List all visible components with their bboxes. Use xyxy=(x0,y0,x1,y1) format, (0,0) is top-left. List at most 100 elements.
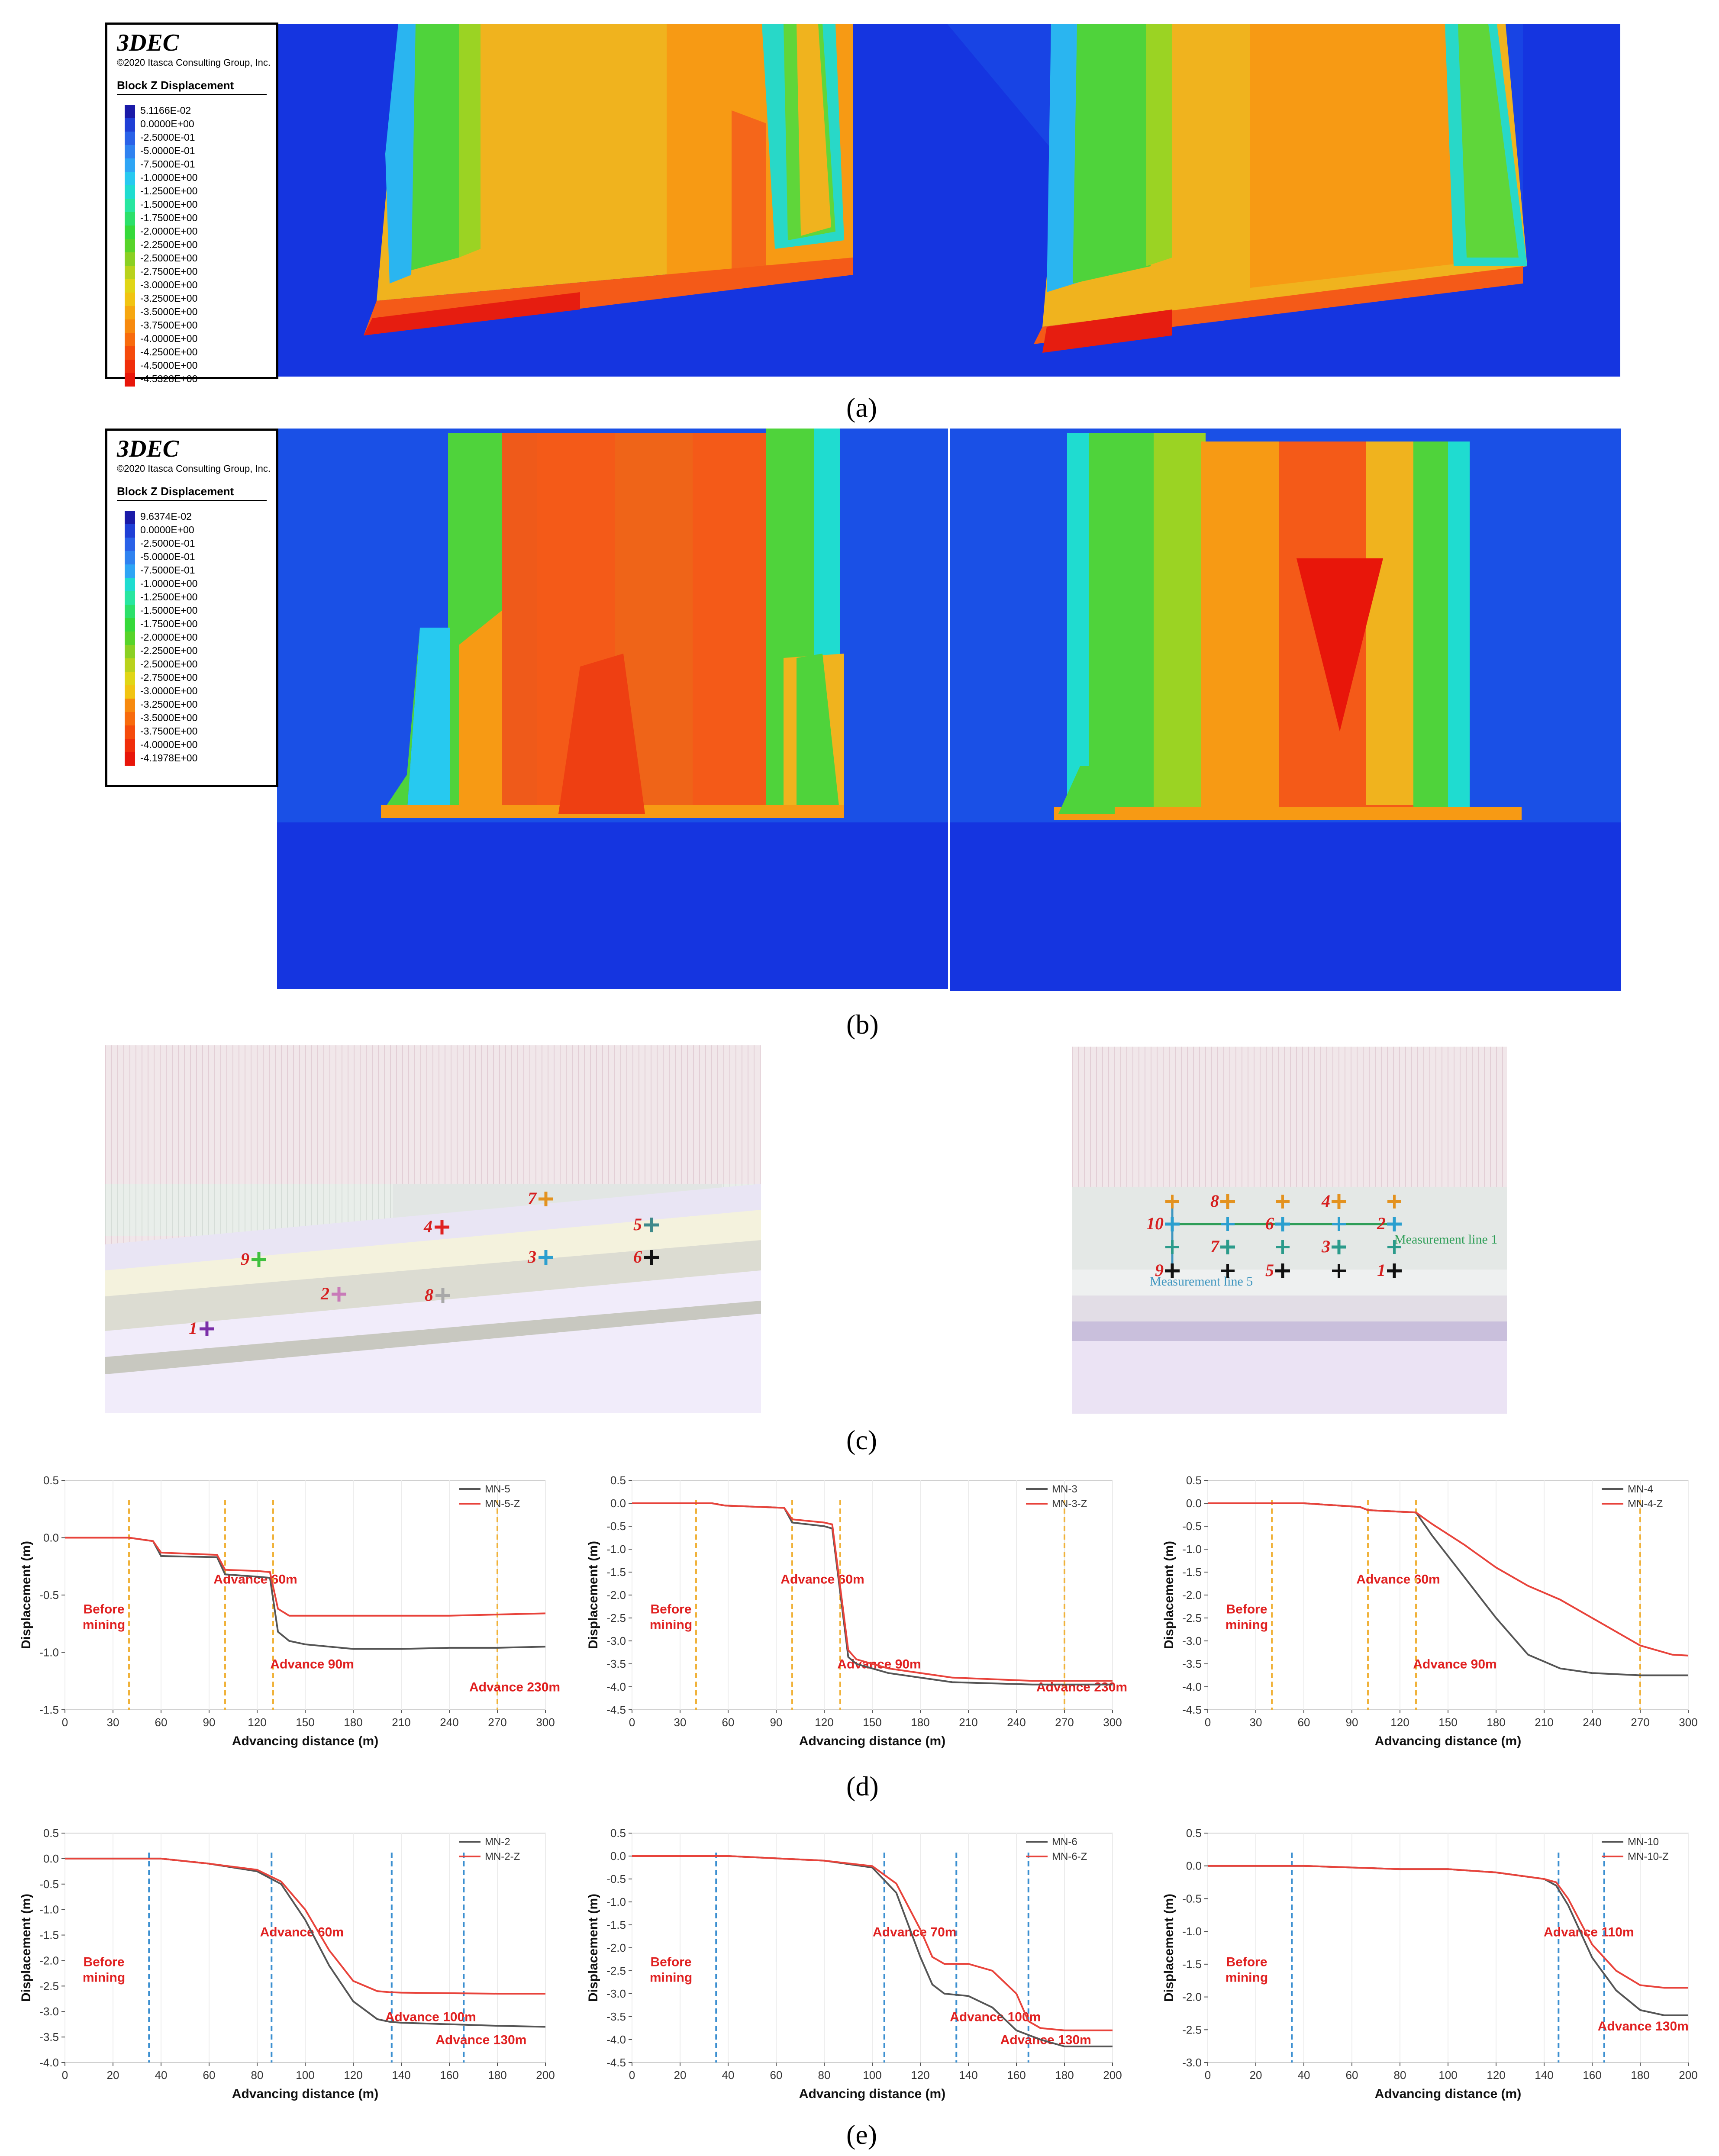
legend-label: MN-5-Z xyxy=(485,1498,520,1510)
legend-label: MN-2 xyxy=(485,1836,510,1848)
measurement-point: 10 xyxy=(1146,1214,1180,1233)
y-axis-label: Displacement (m) xyxy=(1162,1894,1176,2002)
y-tick-label: -0.5 xyxy=(39,1878,59,1891)
y-tick-label: -2.0 xyxy=(39,1954,59,1967)
x-tick-label: 160 xyxy=(1007,2069,1026,2082)
x-tick-label: 0 xyxy=(62,1716,68,1729)
legend-b: 3DEC ©2020 Itasca Consulting Group, Inc.… xyxy=(105,429,278,787)
legend-swatch xyxy=(125,132,135,145)
x-tick-label: 120 xyxy=(911,2069,929,2082)
legend-swatch xyxy=(125,185,135,199)
legend-value: -1.5000E+00 xyxy=(140,199,198,210)
y-tick-label: 0.0 xyxy=(610,1497,626,1510)
y-tick-label: -4.0 xyxy=(39,2056,59,2069)
legend-swatch xyxy=(125,591,135,605)
legend-swatch xyxy=(125,226,135,239)
measurement-point-unlabeled xyxy=(1221,1217,1235,1231)
svg-text:7: 7 xyxy=(1210,1237,1220,1256)
y-tick-label: -4.0 xyxy=(606,1680,626,1693)
x-tick-label: 180 xyxy=(911,1716,929,1729)
x-tick-label: 120 xyxy=(1487,2069,1505,2082)
y-tick-label: -1.0 xyxy=(606,1895,626,1908)
marker-label: Before xyxy=(650,1602,691,1616)
panel-label-a: (a) xyxy=(846,392,877,423)
legend-swatch xyxy=(125,538,135,551)
marker-label: mining xyxy=(83,1618,125,1632)
x-tick-label: 200 xyxy=(536,2069,555,2082)
chart-e1: 0 20 40 60 80 100 120 140 160 180 200 0.5 0.0 -0.5 -1.… xyxy=(17,1820,561,2108)
svg-text:10: 10 xyxy=(1146,1214,1164,1233)
svg-text:8: 8 xyxy=(425,1285,433,1305)
y-tick-label: -3.0 xyxy=(1182,2056,1202,2069)
y-tick-label: -3.5 xyxy=(606,2010,626,2023)
measurement-point-unlabeled xyxy=(1276,1195,1290,1209)
legend-value: -3.7500E+00 xyxy=(140,319,198,331)
svg-text:5: 5 xyxy=(633,1215,642,1234)
marker-label: Advance 90m xyxy=(1413,1657,1496,1672)
x-axis-label: Advancing distance (m) xyxy=(1375,2087,1521,2101)
y-tick-label: -1.5 xyxy=(39,1929,59,1942)
series-line-mn-3-z xyxy=(632,1502,1113,1682)
marker-label: Advance 90m xyxy=(270,1657,354,1672)
x-tick-label: 120 xyxy=(1390,1716,1409,1729)
y-tick-label: -2.0 xyxy=(1182,1991,1202,2004)
measurement-point: 5 xyxy=(633,1215,659,1234)
legend-swatch xyxy=(125,199,135,212)
y-tick-label: -1.0 xyxy=(39,1903,59,1916)
marker-label: mining xyxy=(650,1618,692,1632)
x-tick-label: 80 xyxy=(818,2069,831,2082)
legend-swatch xyxy=(125,346,135,360)
x-tick-label: 160 xyxy=(440,2069,458,2082)
legend-value: -3.0000E+00 xyxy=(140,685,198,696)
x-tick-label: 100 xyxy=(296,2069,314,2082)
measurement-point-unlabeled xyxy=(1332,1264,1346,1278)
legend-label: MN-6 xyxy=(1052,1836,1077,1848)
legend-b-heading: Block Z Displacement xyxy=(117,485,234,498)
y-tick-label: -0.5 xyxy=(1182,1892,1202,1905)
x-tick-label: 300 xyxy=(536,1716,555,1729)
legend-label: MN-3 xyxy=(1052,1483,1077,1495)
legend-label: MN-4 xyxy=(1628,1483,1653,1495)
legend-a-copyright: ©2020 Itasca Consulting Group, Inc. xyxy=(117,57,271,68)
measurement-point: 6 xyxy=(633,1247,659,1267)
x-tick-label: 20 xyxy=(674,2069,687,2082)
y-tick-label: -1.0 xyxy=(1182,1543,1202,1556)
svg-text:1: 1 xyxy=(189,1318,197,1338)
legend-value: -5.0000E-01 xyxy=(140,551,195,562)
svg-text:5: 5 xyxy=(1265,1260,1274,1280)
x-tick-label: 270 xyxy=(1631,1716,1649,1729)
legend-swatch xyxy=(125,306,135,319)
x-tick-label: 200 xyxy=(1103,2069,1122,2082)
x-tick-label: 270 xyxy=(1055,1716,1074,1729)
x-tick-label: 90 xyxy=(203,1716,216,1729)
marker-label: Advance 60m xyxy=(260,1925,344,1940)
legend-value: -1.0000E+00 xyxy=(140,578,198,589)
y-axis-label: Displacement (m) xyxy=(1162,1541,1176,1649)
y-tick-label: 0.0 xyxy=(1186,1497,1202,1510)
legend-label: MN-3-Z xyxy=(1052,1498,1087,1510)
x-tick-label: 180 xyxy=(488,2069,506,2082)
legend-value: -2.7500E+00 xyxy=(140,266,198,277)
measurement-point-unlabeled xyxy=(1387,1195,1401,1209)
measurement-point: 4 xyxy=(423,1217,449,1236)
legend-swatch xyxy=(125,699,135,712)
layout-c-right: Measurement line 1 Measurement line 5 1 2… xyxy=(1072,1047,1507,1414)
y-tick-label: -4.5 xyxy=(606,2056,626,2069)
contour-b-right xyxy=(950,429,1621,991)
legend-swatch xyxy=(125,672,135,685)
y-tick-label: -0.5 xyxy=(606,1872,626,1885)
x-tick-label: 150 xyxy=(296,1716,314,1729)
svg-text:3: 3 xyxy=(527,1247,536,1267)
measurement-point: 9 xyxy=(1155,1260,1180,1280)
svg-text:6: 6 xyxy=(1265,1214,1274,1233)
y-tick-label: -3.0 xyxy=(606,1987,626,2000)
legend-value: -7.5000E-01 xyxy=(140,564,195,576)
measurement-point-unlabeled xyxy=(1165,1240,1179,1254)
legend-value: -3.7500E+00 xyxy=(140,725,198,737)
x-tick-label: 0 xyxy=(629,2069,635,2082)
svg-text:2: 2 xyxy=(1377,1214,1386,1233)
legend-swatch xyxy=(125,712,135,725)
y-tick-label: -3.0 xyxy=(39,2005,59,2018)
legend-swatch xyxy=(125,551,135,564)
y-tick-label: -4.5 xyxy=(1182,1703,1202,1716)
